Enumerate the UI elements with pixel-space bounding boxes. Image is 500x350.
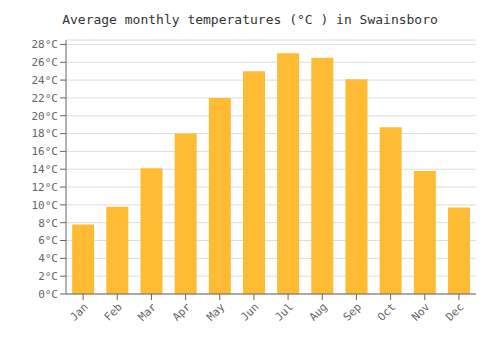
svg-text:Jun: Jun bbox=[238, 300, 261, 323]
svg-text:Jan: Jan bbox=[67, 300, 90, 323]
svg-text:Nov: Nov bbox=[409, 300, 433, 324]
svg-text:Oct: Oct bbox=[375, 300, 398, 323]
svg-text:Feb: Feb bbox=[102, 300, 125, 323]
svg-text:22°C: 22°C bbox=[32, 92, 59, 105]
svg-text:26°C: 26°C bbox=[32, 56, 59, 69]
svg-text:Aug: Aug bbox=[307, 300, 330, 323]
html-text:Average monthly temperatures (: Average monthly temperatures (°C ) in Sw… bbox=[62, 12, 438, 27]
svg-text:6°C: 6°C bbox=[38, 234, 58, 247]
svg-text:Apr: Apr bbox=[170, 300, 194, 324]
svg-text:0°C: 0°C bbox=[38, 288, 58, 301]
svg-text:Sep: Sep bbox=[341, 300, 364, 323]
svg-text:Jul: Jul bbox=[272, 300, 295, 323]
svg-text:May: May bbox=[204, 300, 228, 324]
svg-text:10°C: 10°C bbox=[32, 199, 59, 212]
svg-text:8°C: 8°C bbox=[38, 217, 58, 230]
svg-text:16°C: 16°C bbox=[32, 145, 59, 158]
svg-text:Mar: Mar bbox=[136, 300, 160, 324]
svg-text:4°C: 4°C bbox=[38, 252, 58, 265]
svg-text:20°C: 20°C bbox=[32, 110, 59, 123]
svg-text:24°C: 24°C bbox=[32, 74, 59, 87]
svg-text:14°C: 14°C bbox=[32, 163, 59, 176]
svg-text:18°C: 18°C bbox=[32, 127, 59, 140]
svg-text:2°C: 2°C bbox=[38, 270, 58, 283]
svg-text:28°C: 28°C bbox=[32, 38, 59, 51]
svg-text:12°C: 12°C bbox=[32, 181, 59, 194]
svg-text:Dec: Dec bbox=[443, 300, 466, 323]
